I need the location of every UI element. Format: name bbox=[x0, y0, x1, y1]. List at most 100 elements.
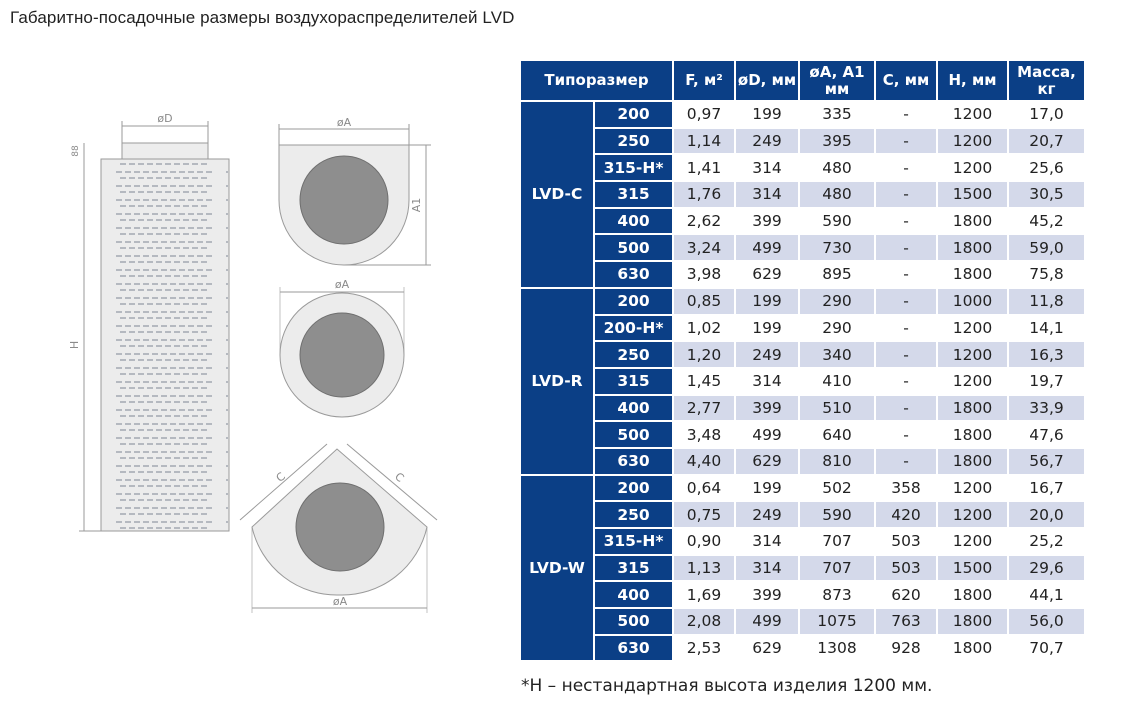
value-cell-m: 16,7 bbox=[1009, 475, 1086, 503]
value-cell-m: 75,8 bbox=[1009, 262, 1086, 289]
table-row: LVD-W 200 0,64 199 502 358 1200 16,7 bbox=[521, 475, 1086, 663]
a-dimension-label-r: øA bbox=[335, 278, 350, 291]
value-cell-h: 1200 bbox=[938, 502, 1009, 529]
value-cell-f: 1,69 bbox=[674, 582, 736, 610]
table-row: 500 3,24 499 730-1800 59,0 bbox=[521, 235, 1086, 263]
size-cell: 630 bbox=[595, 262, 674, 289]
series-label: LVD-W bbox=[521, 475, 595, 663]
series-label: LVD-C bbox=[521, 102, 595, 289]
value-cell-c: - bbox=[876, 128, 938, 156]
value-cell-a: 410 bbox=[800, 368, 876, 396]
value-cell-f: 3,98 bbox=[674, 262, 736, 289]
value-cell-a: 895 bbox=[800, 262, 876, 289]
value-cell-f: 2,08 bbox=[674, 609, 736, 636]
header-f-label: F, м² bbox=[685, 71, 723, 89]
size-cell: 400 bbox=[595, 208, 674, 236]
value-cell-c: - bbox=[876, 395, 938, 423]
value-cell-a: 510 bbox=[800, 395, 876, 423]
value-cell-f: 1,14 bbox=[674, 128, 736, 156]
value-cell-a: 707 bbox=[800, 555, 876, 583]
value-cell-d: 314 bbox=[736, 368, 800, 396]
value-cell-h: 1800 bbox=[938, 448, 1009, 476]
value-cell-m: 56,0 bbox=[1009, 609, 1086, 636]
size-cell: 250 bbox=[595, 502, 674, 529]
value-cell-m: 16,3 bbox=[1009, 342, 1086, 369]
a-dimension-label-c: øA bbox=[337, 116, 352, 129]
value-cell-a: 590 bbox=[800, 208, 876, 236]
table-row: 630 4,40 629 810-1800 56,7 bbox=[521, 448, 1086, 476]
value-cell-h: 1200 bbox=[938, 342, 1009, 369]
value-cell-h: 1200 bbox=[938, 315, 1009, 343]
value-cell-c: 420 bbox=[876, 502, 938, 529]
value-cell-a: 873 bbox=[800, 582, 876, 610]
value-cell-a: 290 bbox=[800, 315, 876, 343]
value-cell-f: 0,64 bbox=[674, 475, 736, 503]
header-c-label: C, мм bbox=[882, 71, 930, 89]
table-row: 250 1,20 249 340-1200 16,3 bbox=[521, 342, 1086, 369]
value-cell-a: 810 bbox=[800, 448, 876, 476]
value-cell-m: 20,0 bbox=[1009, 502, 1086, 529]
value-cell-m: 19,7 bbox=[1009, 368, 1086, 396]
value-cell-a: 395 bbox=[800, 128, 876, 156]
value-cell-a: 502 bbox=[800, 475, 876, 503]
value-cell-f: 0,90 bbox=[674, 529, 736, 556]
value-cell-d: 314 bbox=[736, 182, 800, 209]
value-cell-m: 20,7 bbox=[1009, 128, 1086, 156]
a-dimension-label-w: øA bbox=[333, 595, 348, 608]
table-row: 250 0,75 249 590 420 1200 20,0 bbox=[521, 502, 1086, 529]
size-cell: 250 bbox=[595, 342, 674, 369]
dimension-drawing: øD 88 H øA A1 øA C C bbox=[68, 112, 438, 613]
footnote: *H – нестандартная высота изделия 1200 м… bbox=[521, 676, 933, 696]
value-cell-f: 0,75 bbox=[674, 502, 736, 529]
header-mass-label-2: кг bbox=[1037, 79, 1056, 98]
size-cell: 500 bbox=[595, 235, 674, 263]
value-cell-m: 14,1 bbox=[1009, 315, 1086, 343]
value-cell-a: 335 bbox=[800, 102, 876, 129]
size-cell: 250 bbox=[595, 128, 674, 156]
value-cell-h: 1200 bbox=[938, 128, 1009, 156]
header-f: F, м² bbox=[674, 61, 736, 102]
collar-height-label: 88 bbox=[71, 145, 81, 157]
value-cell-m: 59,0 bbox=[1009, 235, 1086, 263]
value-cell-h: 1800 bbox=[938, 582, 1009, 610]
value-cell-d: 199 bbox=[736, 288, 800, 316]
value-cell-c: - bbox=[876, 288, 938, 316]
value-cell-d: 249 bbox=[736, 342, 800, 369]
size-cell: 200 bbox=[595, 288, 674, 316]
value-cell-f: 1,41 bbox=[674, 155, 736, 183]
value-cell-d: 499 bbox=[736, 235, 800, 263]
c-dimension-label-right: C bbox=[392, 470, 407, 485]
table-row: 500 2,08 499 1075 763 1800 56,0 bbox=[521, 609, 1086, 636]
value-cell-h: 1800 bbox=[938, 208, 1009, 236]
series-label: LVD-R bbox=[521, 288, 595, 476]
size-cell: 630 bbox=[595, 448, 674, 476]
value-cell-f: 1,76 bbox=[674, 182, 736, 209]
value-cell-c: - bbox=[876, 448, 938, 476]
value-cell-a: 480 bbox=[800, 182, 876, 209]
value-cell-c: 763 bbox=[876, 609, 938, 636]
h-dimension-label: H bbox=[68, 341, 81, 349]
value-cell-c: 358 bbox=[876, 475, 938, 503]
size-cell: 315 bbox=[595, 368, 674, 396]
value-cell-h: 1800 bbox=[938, 635, 1009, 663]
value-cell-f: 3,48 bbox=[674, 422, 736, 449]
od-dimension-label: øD bbox=[157, 112, 172, 125]
value-cell-d: 629 bbox=[736, 448, 800, 476]
value-cell-a: 480 bbox=[800, 155, 876, 183]
size-cell: 500 bbox=[595, 422, 674, 449]
top-view-lvd-r: øA bbox=[279, 278, 405, 418]
value-cell-c: - bbox=[876, 182, 938, 209]
value-cell-m: 47,6 bbox=[1009, 422, 1086, 449]
value-cell-m: 44,1 bbox=[1009, 582, 1086, 610]
value-cell-f: 2,77 bbox=[674, 395, 736, 423]
value-cell-a: 1075 bbox=[800, 609, 876, 636]
value-cell-d: 314 bbox=[736, 155, 800, 183]
value-cell-c: - bbox=[876, 422, 938, 449]
size-cell: 315 bbox=[595, 555, 674, 583]
value-cell-d: 399 bbox=[736, 582, 800, 610]
value-cell-f: 3,24 bbox=[674, 235, 736, 263]
value-cell-h: 1500 bbox=[938, 555, 1009, 583]
value-cell-h: 1200 bbox=[938, 102, 1009, 129]
header-mass: Масса, кг bbox=[1009, 61, 1086, 102]
table-header-row: Типоразмер F, м² øD, мм øA, A1 мм C, мм H… bbox=[521, 61, 1086, 102]
